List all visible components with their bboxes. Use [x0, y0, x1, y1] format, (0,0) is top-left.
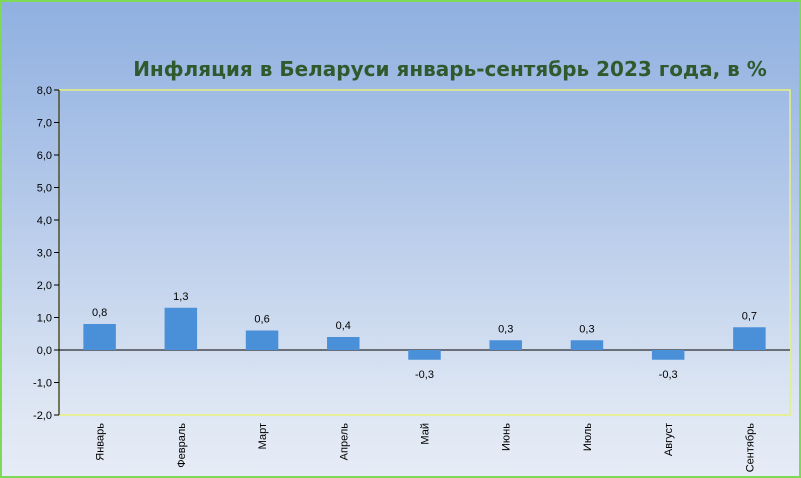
y-tick-label: 1,0: [37, 313, 52, 325]
bar-1: [83, 324, 116, 350]
data-label: 0,4: [336, 320, 351, 332]
y-tick-label: -1,0: [33, 378, 52, 390]
category-label: Июнь: [501, 423, 513, 451]
bar-9: [733, 327, 766, 350]
y-tick-label: 3,0: [37, 248, 52, 260]
y-tick-label: 2,0: [37, 280, 52, 292]
chart-title: Инфляция в Беларуси январь-сентябрь 2023…: [133, 57, 767, 81]
data-label: -0,3: [415, 369, 434, 381]
data-label: 0,6: [254, 314, 269, 326]
bar-7: [570, 340, 604, 350]
bar-3: [245, 330, 279, 350]
data-label: 0,8: [92, 307, 107, 319]
bar-4: [327, 337, 360, 350]
data-label: 0,3: [498, 323, 513, 335]
category-label: Май: [420, 423, 432, 445]
category-label: Март: [257, 423, 269, 449]
category-label: Январь: [95, 423, 107, 461]
bars-group: [83, 307, 766, 360]
category-label: Февраль: [176, 423, 188, 468]
data-label: 0,7: [742, 310, 757, 322]
y-tick-label: 0,0: [37, 345, 52, 357]
y-tick-label: 7,0: [37, 118, 52, 130]
category-label: Июль: [582, 423, 594, 451]
y-tick-label: 8,0: [37, 85, 52, 97]
y-tick-label: 5,0: [37, 183, 52, 195]
category-label: Апрель: [338, 423, 350, 461]
bar-5: [408, 350, 441, 360]
bar-6: [489, 340, 522, 350]
data-label: 1,3: [173, 291, 188, 303]
bar-2: [164, 307, 198, 350]
bar-8: [651, 350, 685, 360]
data-label: 0,3: [579, 323, 594, 335]
data-label: -0,3: [659, 369, 678, 381]
data-labels-group: 0,8 1,3 0,6 0,4 -0,3 0,3 0,3 -0,3 0,7: [92, 291, 757, 381]
plot-area: [58, 89, 791, 416]
y-tick-label: 4,0: [37, 215, 52, 227]
category-label: Сентябрь: [744, 423, 756, 473]
category-label: Август: [663, 423, 675, 456]
y-tick-label: 6,0: [37, 150, 52, 162]
category-labels-group: Январь Февраль Март Апрель Май Июнь Июль Август…: [95, 423, 757, 473]
y-tick-label: -2,0: [33, 410, 52, 422]
